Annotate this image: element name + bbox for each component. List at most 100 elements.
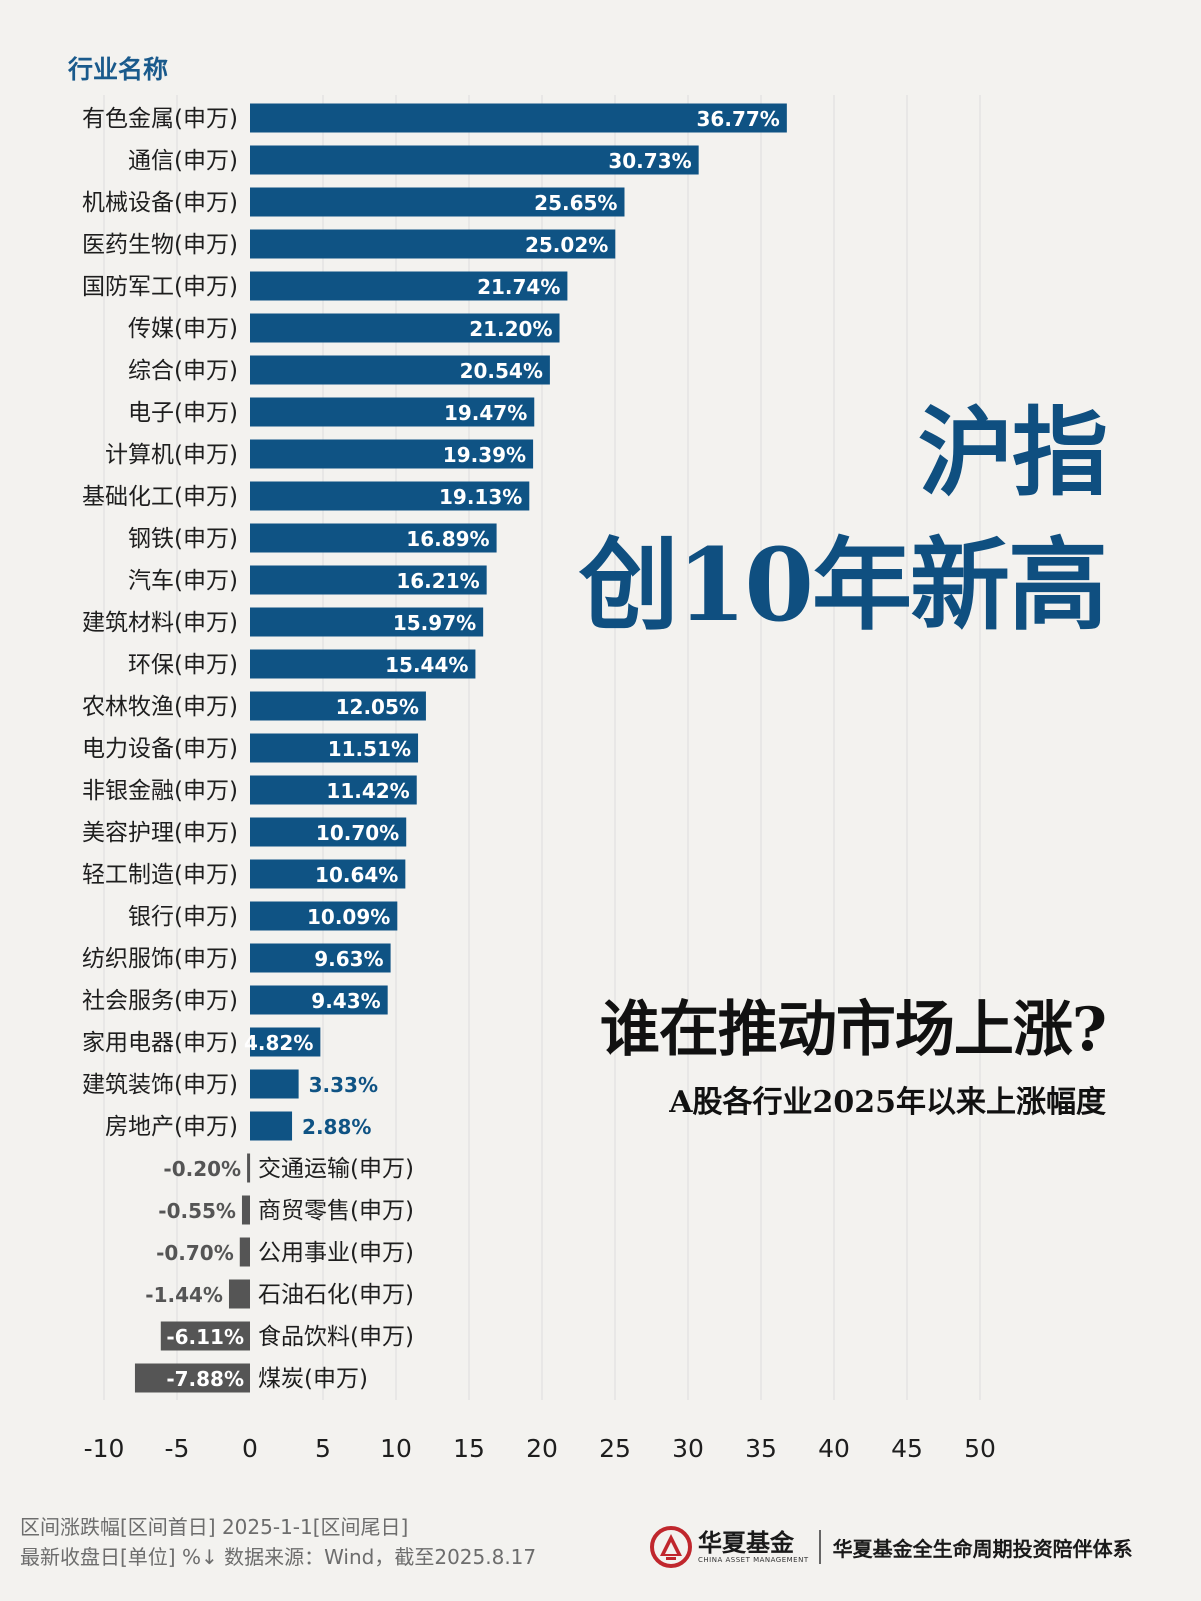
x-tick-label: -10 <box>84 1434 125 1463</box>
value-label: -6.11% <box>166 1325 244 1349</box>
x-tick-label: 25 <box>599 1434 631 1463</box>
value-label: 21.20% <box>469 317 552 341</box>
value-label: -1.44% <box>145 1283 223 1307</box>
category-label: 美容护理(申万) <box>82 820 238 846</box>
grid-lines <box>103 95 981 1400</box>
value-label: -0.55% <box>158 1199 236 1223</box>
category-label: 建筑装饰(申万) <box>82 1072 238 1098</box>
bar <box>250 733 419 763</box>
bar <box>250 397 535 427</box>
value-label: -7.88% <box>166 1367 244 1391</box>
bar <box>250 1069 299 1099</box>
value-label: 15.44% <box>385 653 468 677</box>
bar <box>247 1153 251 1183</box>
bar <box>250 565 487 595</box>
value-label: 2.88% <box>302 1115 371 1139</box>
value-label: 16.89% <box>406 527 489 551</box>
bar <box>228 1279 250 1309</box>
bar <box>250 817 407 847</box>
bar <box>250 271 568 301</box>
value-label: 4.82% <box>244 1031 313 1055</box>
category-label: 家用电器(申万) <box>82 1030 238 1056</box>
brand-block: 华夏基金 CHINA ASSET MANAGEMENT 华夏基金全生命周期投资陪… <box>650 1522 1133 1572</box>
bar <box>250 523 497 553</box>
brand-logo-icon <box>650 1526 692 1568</box>
value-label: 12.05% <box>336 695 419 719</box>
bar <box>250 313 560 343</box>
bar <box>250 439 534 469</box>
value-label: 25.65% <box>534 191 617 215</box>
bar <box>250 859 406 889</box>
brand-english-name: CHINA ASSET MANAGEMENT <box>698 1555 809 1564</box>
x-tick-label: 10 <box>380 1434 412 1463</box>
value-label: 9.43% <box>311 989 380 1013</box>
footnote-line-1: 区间涨跌幅[区间首日] 2025-1-1[区间尾日] <box>20 1515 409 1539</box>
value-label: 16.21% <box>396 569 479 593</box>
category-label: 商贸零售(申万) <box>258 1198 414 1224</box>
bar <box>250 229 616 259</box>
value-label: 21.74% <box>477 275 560 299</box>
x-tick-label: 15 <box>453 1434 485 1463</box>
bar <box>250 103 787 133</box>
x-tick-label: 35 <box>745 1434 777 1463</box>
value-label: 9.63% <box>314 947 383 971</box>
category-label: 交通运输(申万) <box>258 1156 414 1182</box>
category-label: 机械设备(申万) <box>82 190 238 216</box>
category-label: 医药生物(申万) <box>82 232 238 258</box>
brand-name: 华夏基金 <box>698 1528 794 1558</box>
x-tick-label: 50 <box>964 1434 996 1463</box>
category-label: 银行(申万) <box>128 904 238 930</box>
value-label: 10.09% <box>307 905 390 929</box>
category-label: 电子(申万) <box>128 400 238 426</box>
category-label: 农林牧渔(申万) <box>82 694 238 720</box>
bar <box>160 1321 250 1351</box>
footnote-line-2: 最新收盘日[单位] %↓ 数据来源：Wind，截至2025.8.17 <box>20 1545 537 1569</box>
category-label: 非银金融(申万) <box>82 778 238 804</box>
category-label: 计算机(申万) <box>105 442 238 468</box>
bar <box>250 355 550 385</box>
category-label: 房地产(申万) <box>105 1114 238 1140</box>
bar <box>250 775 417 805</box>
category-label: 传媒(申万) <box>128 316 238 342</box>
category-label: 电力设备(申万) <box>82 736 238 762</box>
value-label: 19.39% <box>443 443 526 467</box>
category-label: 通信(申万) <box>128 148 238 174</box>
category-label: 国防军工(申万) <box>82 274 238 300</box>
question-title: 谁在推动市场上涨? <box>599 995 1107 1065</box>
category-label: 钢铁(申万) <box>128 526 238 552</box>
x-tick-label: 0 <box>242 1434 258 1463</box>
value-label: 30.73% <box>608 149 691 173</box>
value-label: 11.42% <box>326 779 409 803</box>
bar <box>250 187 625 217</box>
category-label: 有色金属(申万) <box>82 106 238 132</box>
bar <box>239 1237 250 1267</box>
bar <box>241 1195 250 1225</box>
bar <box>250 1027 321 1057</box>
x-tick-label: 40 <box>818 1434 850 1463</box>
category-label: 公用事业(申万) <box>258 1240 414 1266</box>
brand-divider <box>818 1530 821 1564</box>
x-tick-label: -5 <box>165 1434 190 1463</box>
category-label: 建筑材料(申万) <box>82 610 238 636</box>
value-label: 20.54% <box>460 359 543 383</box>
x-tick-label: 20 <box>526 1434 558 1463</box>
value-label: 10.64% <box>315 863 398 887</box>
value-label: 3.33% <box>309 1073 378 1097</box>
bar <box>250 649 476 679</box>
bar <box>134 1363 250 1393</box>
category-label: 食品饮料(申万) <box>258 1324 414 1350</box>
x-tick-label: 5 <box>315 1434 331 1463</box>
category-label: 环保(申万) <box>128 652 238 678</box>
category-label: 轻工制造(申万) <box>82 862 238 888</box>
chart-subtitle: A股各行业2025年以来上涨幅度 <box>669 1085 1106 1120</box>
category-label: 纺织服饰(申万) <box>82 946 238 972</box>
headline-line-2: 创10年新高 <box>578 526 1108 644</box>
value-label: 19.47% <box>444 401 527 425</box>
category-label: 综合(申万) <box>128 358 238 384</box>
bar <box>250 481 530 511</box>
value-label: 11.51% <box>328 737 411 761</box>
bar <box>250 901 398 931</box>
bar <box>250 1111 293 1141</box>
value-label: 15.97% <box>393 611 476 635</box>
